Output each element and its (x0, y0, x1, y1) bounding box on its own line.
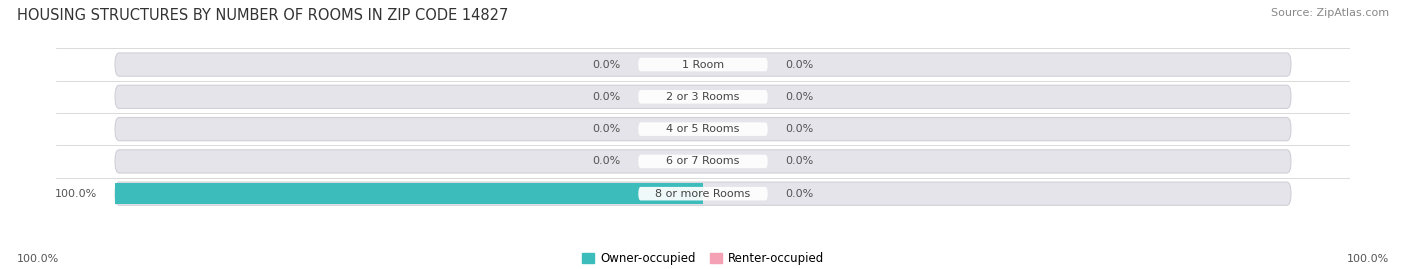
Text: 0.0%: 0.0% (592, 59, 620, 70)
FancyBboxPatch shape (115, 53, 1291, 76)
Bar (115, 183, 703, 204)
FancyBboxPatch shape (638, 58, 768, 71)
FancyBboxPatch shape (638, 155, 768, 168)
FancyBboxPatch shape (115, 182, 1291, 205)
Text: 0.0%: 0.0% (592, 124, 620, 134)
Text: 100.0%: 100.0% (1347, 254, 1389, 264)
Text: 0.0%: 0.0% (592, 156, 620, 167)
Text: 6 or 7 Rooms: 6 or 7 Rooms (666, 156, 740, 167)
FancyBboxPatch shape (638, 187, 768, 200)
FancyBboxPatch shape (115, 150, 1291, 173)
FancyBboxPatch shape (115, 118, 1291, 141)
Text: 100.0%: 100.0% (55, 189, 97, 199)
Text: 0.0%: 0.0% (592, 92, 620, 102)
Text: Source: ZipAtlas.com: Source: ZipAtlas.com (1271, 8, 1389, 18)
FancyBboxPatch shape (115, 85, 1291, 108)
Text: 4 or 5 Rooms: 4 or 5 Rooms (666, 124, 740, 134)
Text: 0.0%: 0.0% (786, 124, 814, 134)
Text: 0.0%: 0.0% (786, 92, 814, 102)
FancyBboxPatch shape (638, 90, 768, 104)
Text: HOUSING STRUCTURES BY NUMBER OF ROOMS IN ZIP CODE 14827: HOUSING STRUCTURES BY NUMBER OF ROOMS IN… (17, 8, 508, 23)
FancyBboxPatch shape (638, 122, 768, 136)
Text: 100.0%: 100.0% (17, 254, 59, 264)
Text: 0.0%: 0.0% (786, 59, 814, 70)
Legend: Owner-occupied, Renter-occupied: Owner-occupied, Renter-occupied (582, 252, 824, 265)
Text: 0.0%: 0.0% (786, 156, 814, 167)
Text: 8 or more Rooms: 8 or more Rooms (655, 189, 751, 199)
Text: 0.0%: 0.0% (786, 189, 814, 199)
Text: 2 or 3 Rooms: 2 or 3 Rooms (666, 92, 740, 102)
Text: 1 Room: 1 Room (682, 59, 724, 70)
